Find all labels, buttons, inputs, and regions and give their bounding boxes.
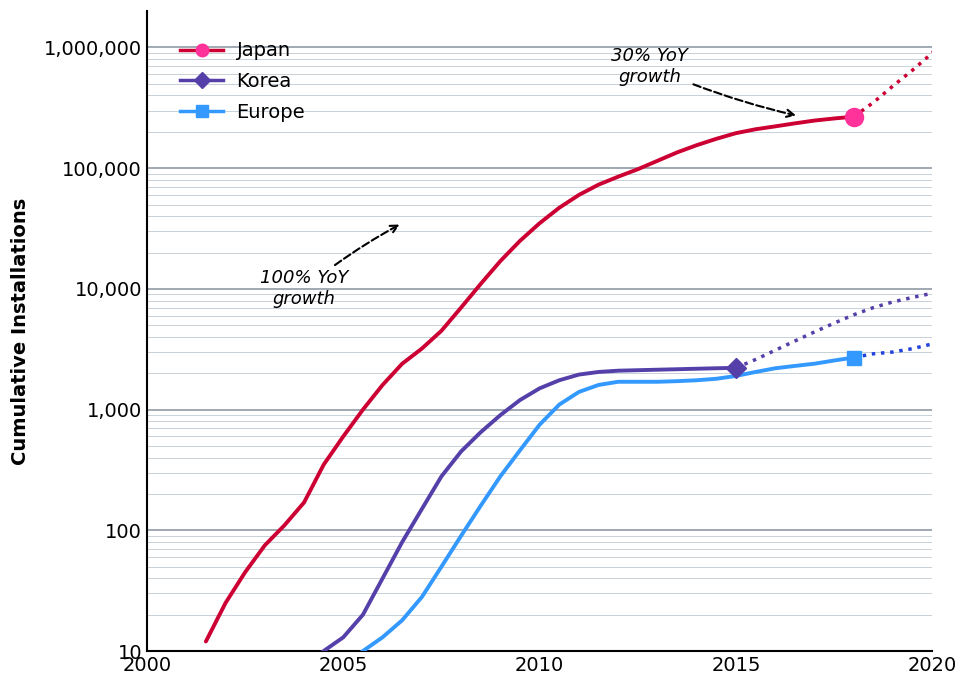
Text: 30% YoY
growth: 30% YoY growth bbox=[611, 47, 794, 117]
Text: 100% YoY
growth: 100% YoY growth bbox=[259, 226, 398, 308]
Legend: Japan, Korea, Europe: Japan, Korea, Europe bbox=[172, 34, 313, 130]
Y-axis label: Cumulative Installations: Cumulative Installations bbox=[11, 198, 30, 464]
